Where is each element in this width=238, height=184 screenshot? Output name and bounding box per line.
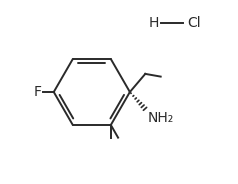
- Text: H: H: [149, 16, 159, 30]
- Text: Cl: Cl: [187, 16, 201, 30]
- Text: F: F: [34, 85, 42, 99]
- Text: NH₂: NH₂: [148, 111, 174, 125]
